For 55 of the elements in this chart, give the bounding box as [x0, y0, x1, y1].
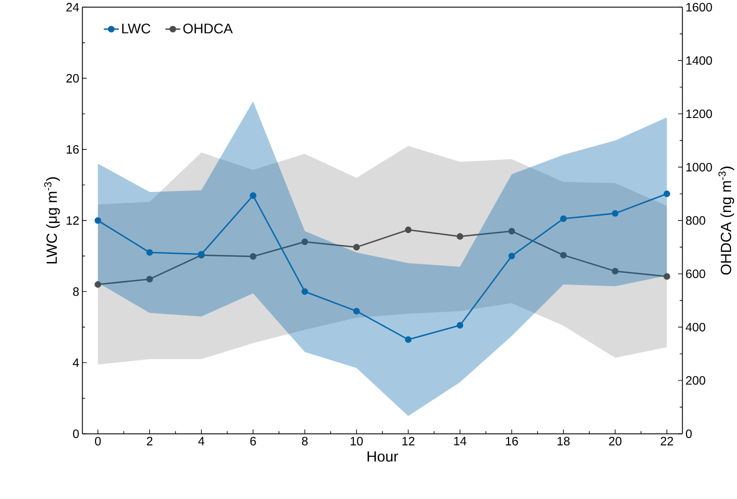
y2-tick-label: 1200: [686, 110, 712, 118]
point: [353, 308, 360, 315]
y2-tick-label: 1600: [686, 2, 712, 12]
point: [250, 253, 256, 260]
y-axis-title: LWC (μg m$^{-3}$): [44, 177, 60, 264]
x-tick-label: 16: [506, 436, 518, 446]
y-tick-label: 8: [73, 287, 79, 296]
point: [302, 288, 308, 295]
y-tick-label: 4: [72, 358, 79, 367]
point: [560, 252, 567, 259]
y-tick-label: 20: [66, 74, 79, 83]
x-tick-label: 4: [198, 436, 204, 446]
y2-tick-label: 600: [686, 270, 706, 278]
point: [404, 226, 412, 234]
y-tick-label: 0: [73, 430, 79, 438]
legend-label: LWC: [122, 24, 150, 34]
x-tick-label: 10: [350, 436, 363, 446]
y-tick-label: 12: [66, 216, 79, 225]
y-tick-label: 24: [66, 3, 79, 12]
point: [456, 233, 464, 240]
point: [560, 216, 567, 222]
x-tick-label: 14: [454, 436, 466, 446]
point: [508, 252, 515, 260]
x-tick-label: 22: [660, 436, 674, 446]
x-axis-title: Hour: [368, 451, 398, 462]
point: [146, 249, 153, 256]
y2-tick-label: 800: [686, 216, 706, 225]
x-tick-label: 20: [609, 436, 622, 446]
point: [94, 217, 102, 224]
legend-label: OHDCA: [183, 24, 233, 34]
y2-tick-label: 1400: [686, 56, 712, 65]
x-tick-label: 8: [302, 436, 308, 446]
y2-tick-label: 0: [686, 430, 692, 438]
point: [456, 322, 464, 329]
y-tick-label: 16: [66, 145, 79, 154]
x-tick-label: 6: [250, 436, 256, 446]
x-tick-label: 18: [558, 436, 570, 446]
y2-tick-label: 1000: [686, 162, 712, 172]
point: [404, 336, 412, 343]
x-tick-label: 12: [402, 436, 414, 446]
x-tick-label: 0: [94, 436, 101, 446]
y2-tick-label: 200: [686, 376, 706, 385]
point: [302, 238, 308, 246]
point: [508, 228, 515, 235]
point: [250, 192, 256, 199]
point: [612, 210, 618, 217]
point: [146, 276, 153, 283]
point: [612, 268, 618, 275]
point: [94, 281, 102, 288]
point: [353, 244, 360, 251]
point: [664, 190, 670, 198]
y2-axis-title: OHDCA (ng m$^{-3}$): [718, 166, 734, 275]
x-tick-label: 2: [146, 436, 152, 446]
point: [664, 273, 670, 280]
y2-tick-label: 400: [686, 322, 706, 332]
